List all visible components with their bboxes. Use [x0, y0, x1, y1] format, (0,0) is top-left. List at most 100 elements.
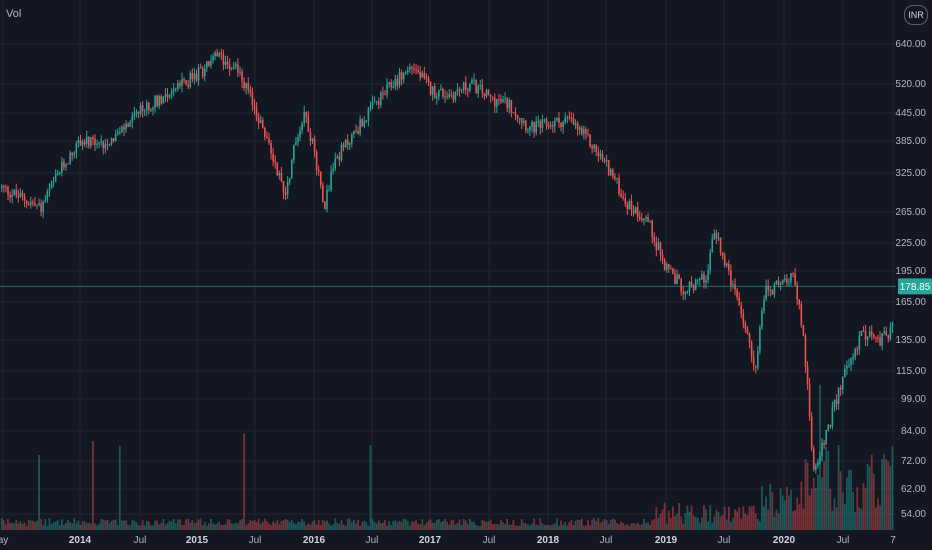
candle-body [249, 89, 252, 92]
volume-bar [110, 520, 113, 530]
volume-bar [781, 495, 784, 530]
candle-body [545, 119, 548, 126]
candle-body [338, 156, 341, 161]
volume-bar [493, 523, 496, 530]
candle-body [174, 88, 177, 90]
candle-body [177, 83, 179, 89]
candle-body [232, 66, 235, 69]
y-tick-label: 135.00 [895, 335, 926, 346]
volume-bar [203, 521, 206, 530]
volume-bar [102, 519, 105, 530]
volume-bar [752, 505, 755, 530]
candle-body [11, 194, 13, 198]
volume-bar [382, 522, 384, 530]
candle-body [324, 201, 326, 210]
candle-body [268, 138, 270, 143]
volume-bar [551, 524, 554, 530]
candle-body [222, 54, 225, 65]
candle-body [680, 278, 682, 292]
volume-bar [266, 520, 268, 530]
volume-bar [719, 516, 722, 530]
price-axis[interactable]: 640.00 520.00 445.00 385.00 325.00 265.00 225.… [895, 39, 932, 520]
candle-body [777, 280, 780, 285]
candle-body [605, 159, 608, 162]
volume-bar [556, 518, 558, 530]
candle-body [612, 169, 614, 177]
volume-bar [597, 518, 600, 530]
currency-badge[interactable]: INR [904, 5, 928, 25]
candle-body [94, 138, 96, 145]
candle-body [303, 111, 305, 124]
volume-bar [440, 522, 442, 530]
candle-body [322, 185, 324, 202]
volume-bar [868, 466, 871, 530]
candle-body [346, 140, 349, 145]
volume-bar [187, 518, 190, 530]
candle-body [448, 94, 450, 97]
candle-body [516, 114, 519, 119]
x-tick-label: 2014 [69, 535, 92, 546]
volume-bar [636, 522, 639, 530]
x-tick-label: Jul [837, 535, 850, 546]
candle-body [564, 117, 566, 122]
candle-body [500, 99, 502, 102]
candle-body [50, 182, 53, 189]
candle-body [392, 87, 395, 89]
candle-body [87, 136, 90, 146]
volume-bar [506, 518, 509, 530]
volume-bar [205, 525, 208, 530]
volume-bar [373, 521, 376, 530]
volume-bar [179, 519, 181, 530]
volume-bar [307, 523, 310, 530]
candle-body [498, 99, 500, 101]
last-price-tag [898, 278, 932, 295]
candle-body [456, 89, 459, 92]
time-axis[interactable]: ay 2014 Jul 2015 Jul 2016 Jul 2017 Jul 2018 Jul 201… [0, 535, 896, 546]
candle-body [444, 96, 446, 98]
volume-bar [727, 507, 730, 530]
candle-body [738, 297, 740, 306]
volume-bar [812, 477, 815, 530]
candle-body [609, 169, 612, 176]
candle-body [214, 52, 216, 57]
candle-body [40, 203, 42, 212]
candle-body [438, 90, 440, 97]
volume-bar [116, 525, 119, 530]
volume-bar [535, 524, 538, 530]
candle-body [400, 72, 403, 80]
candle-body [328, 190, 330, 192]
candle-body [92, 137, 94, 139]
candle-body [481, 85, 484, 94]
candle-body [61, 161, 63, 173]
volume-bar [792, 510, 794, 530]
candle-body [549, 125, 552, 127]
candle-body [839, 387, 842, 390]
volume-bar [870, 454, 873, 530]
volume-bar [491, 524, 494, 530]
candle-body [875, 337, 877, 339]
volume-bar [462, 518, 465, 530]
candle-body [510, 100, 513, 113]
candle-body [272, 153, 274, 162]
volume-bar [452, 519, 455, 530]
candle-body [665, 264, 668, 270]
candle-body [162, 96, 165, 104]
volume-bar [589, 525, 591, 530]
candle-body [48, 188, 51, 192]
candle-body [520, 118, 523, 123]
volume-bar [568, 522, 571, 530]
candle-body [651, 220, 653, 238]
volume-bar [839, 471, 842, 530]
volume-bar [464, 520, 467, 530]
volume-bar [433, 523, 436, 530]
candle-body [825, 430, 827, 445]
volume-bar [564, 522, 567, 530]
volume-bar [392, 520, 395, 530]
candle-body [98, 142, 100, 144]
candle-body [158, 96, 161, 107]
candle-body [359, 119, 361, 134]
candle-body [496, 99, 498, 107]
volume-bar [338, 523, 341, 530]
